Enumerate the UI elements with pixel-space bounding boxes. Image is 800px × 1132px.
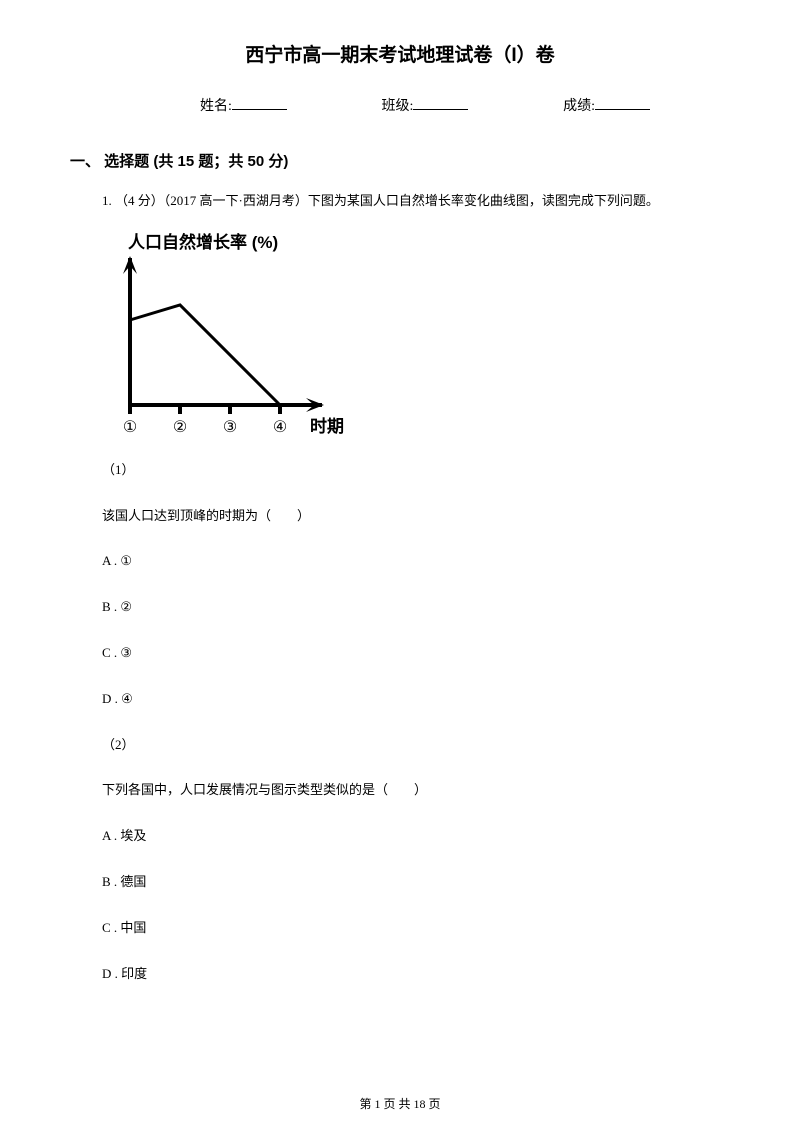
chart-container: 人口自然增长率 (%) ① ② ③ ④ 时期 xyxy=(102,230,730,445)
sub-question-2-text: 下列各国中，人口发展情况与图示类型类似的是（ ） xyxy=(102,780,730,801)
y-axis-label: 人口自然增长率 (%) xyxy=(128,232,278,252)
name-label: 姓名: xyxy=(200,95,232,115)
q1-option-d: D . ④ xyxy=(102,689,730,710)
sub-question-1-num: （1） xyxy=(102,460,730,481)
q1-option-c: C . ③ xyxy=(102,643,730,664)
q1-option-b: B . ② xyxy=(102,597,730,618)
x-axis-label: 时期 xyxy=(310,417,344,436)
sub-question-2-num: （2） xyxy=(102,735,730,756)
q2-option-a: A . 埃及 xyxy=(102,826,730,847)
sub-question-1-text: 该国人口达到顶峰的时期为（ ） xyxy=(102,506,730,527)
class-field: 班级: xyxy=(382,95,469,115)
x-tick-label-3: ③ xyxy=(223,419,237,436)
page-footer: 第 1 页 共 18 页 xyxy=(0,1095,800,1112)
student-info-row: 姓名: 班级: 成绩: xyxy=(70,95,730,115)
data-line xyxy=(130,305,280,405)
q2-option-b: B . 德国 xyxy=(102,872,730,893)
name-underline xyxy=(232,96,287,110)
score-label: 成绩: xyxy=(563,95,595,115)
name-field: 姓名: xyxy=(200,95,287,115)
class-underline xyxy=(413,96,468,110)
score-field: 成绩: xyxy=(563,95,650,115)
section-header: 一、 选择题 (共 15 题；共 50 分) xyxy=(70,150,730,171)
x-tick-label-1: ① xyxy=(123,419,137,436)
q2-option-d: D . 印度 xyxy=(102,964,730,985)
x-tick-label-4: ④ xyxy=(273,419,287,436)
page-title: 西宁市高一期末考试地理试卷（I）卷 xyxy=(70,40,730,67)
q2-option-c: C . 中国 xyxy=(102,918,730,939)
x-tick-label-2: ② xyxy=(173,419,187,436)
q1-option-a: A . ① xyxy=(102,551,730,572)
question-1-intro: 1. （4 分）（2017 高一下·西湖月考）下图为某国人口自然增长率变化曲线图… xyxy=(102,191,730,212)
score-underline xyxy=(595,96,650,110)
class-label: 班级: xyxy=(382,95,414,115)
growth-rate-chart: 人口自然增长率 (%) ① ② ③ ④ 时期 xyxy=(102,230,360,440)
